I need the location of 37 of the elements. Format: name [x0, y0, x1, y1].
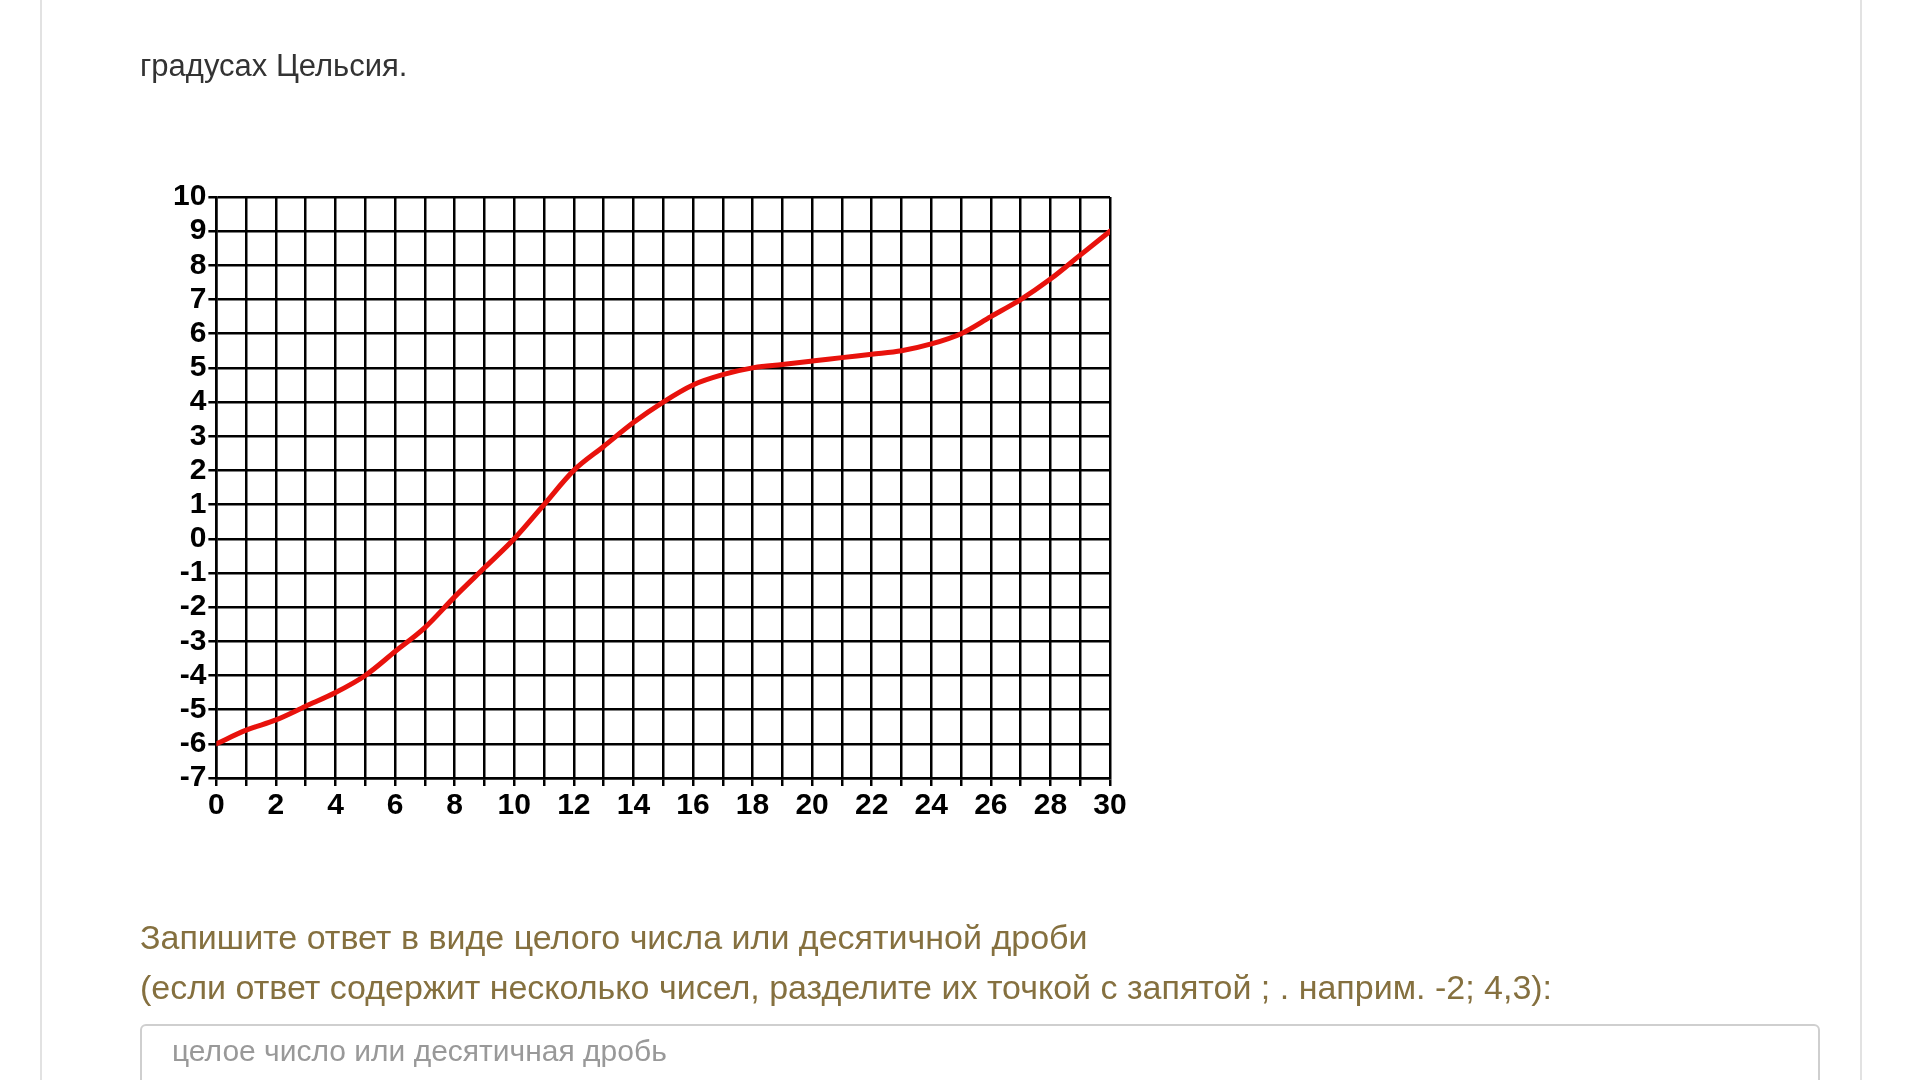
x-tick-label: 20	[795, 787, 829, 821]
x-tick-label: 26	[974, 787, 1008, 821]
y-tick-label: 2	[189, 451, 207, 485]
text: Запишите ответ в виде целого числа или десятичной дроби	[140, 917, 1089, 958]
x-tick-label: 6	[386, 787, 404, 821]
x-tick-label: 4	[327, 787, 345, 821]
y-tick-label: 6	[189, 314, 207, 348]
x-tick-label: 12	[557, 787, 591, 821]
y-tick-label: 3	[189, 417, 207, 451]
x-tick-label: 24	[914, 787, 949, 821]
x-tick-label: 18	[735, 787, 770, 821]
x-tick-label: 14	[616, 787, 651, 821]
y-tick-label: 9	[189, 212, 207, 246]
y-tick-label: 4	[189, 383, 207, 417]
y-tick-label: -2	[179, 588, 207, 622]
y-tick-label: -1	[179, 554, 207, 588]
y-tick-label: 1	[189, 485, 207, 519]
y-tick-label: 10	[172, 178, 207, 212]
y-tick-label: -4	[179, 656, 207, 690]
x-tick-label: 22	[855, 787, 889, 821]
y-tick-label: 5	[189, 349, 207, 383]
chart-title: градусах Цельсия.	[140, 48, 408, 84]
x-tick-label: 28	[1033, 787, 1068, 821]
text: целое число или десятичная дробь	[140, 1024, 1820, 1080]
x-tick-label: 30	[1093, 787, 1127, 821]
y-tick-label: -6	[179, 725, 207, 759]
x-tick-label: 10	[497, 787, 531, 821]
x-tick-label: 16	[676, 787, 710, 821]
x-tick-label: 8	[446, 787, 464, 821]
y-tick-label: -3	[179, 622, 207, 656]
y-tick-label: 0	[189, 520, 207, 554]
text: (если ответ содержит несколько чисел, разделите их точкой с запятой ; . наприм. -2; 4,3):	[140, 967, 1554, 1008]
y-tick-label: 8	[189, 246, 207, 280]
y-tick-label: -5	[179, 690, 207, 724]
y-tick-label: 7	[189, 280, 207, 314]
y-tick-label: -7	[179, 759, 207, 793]
x-tick-label: 2	[267, 787, 285, 821]
